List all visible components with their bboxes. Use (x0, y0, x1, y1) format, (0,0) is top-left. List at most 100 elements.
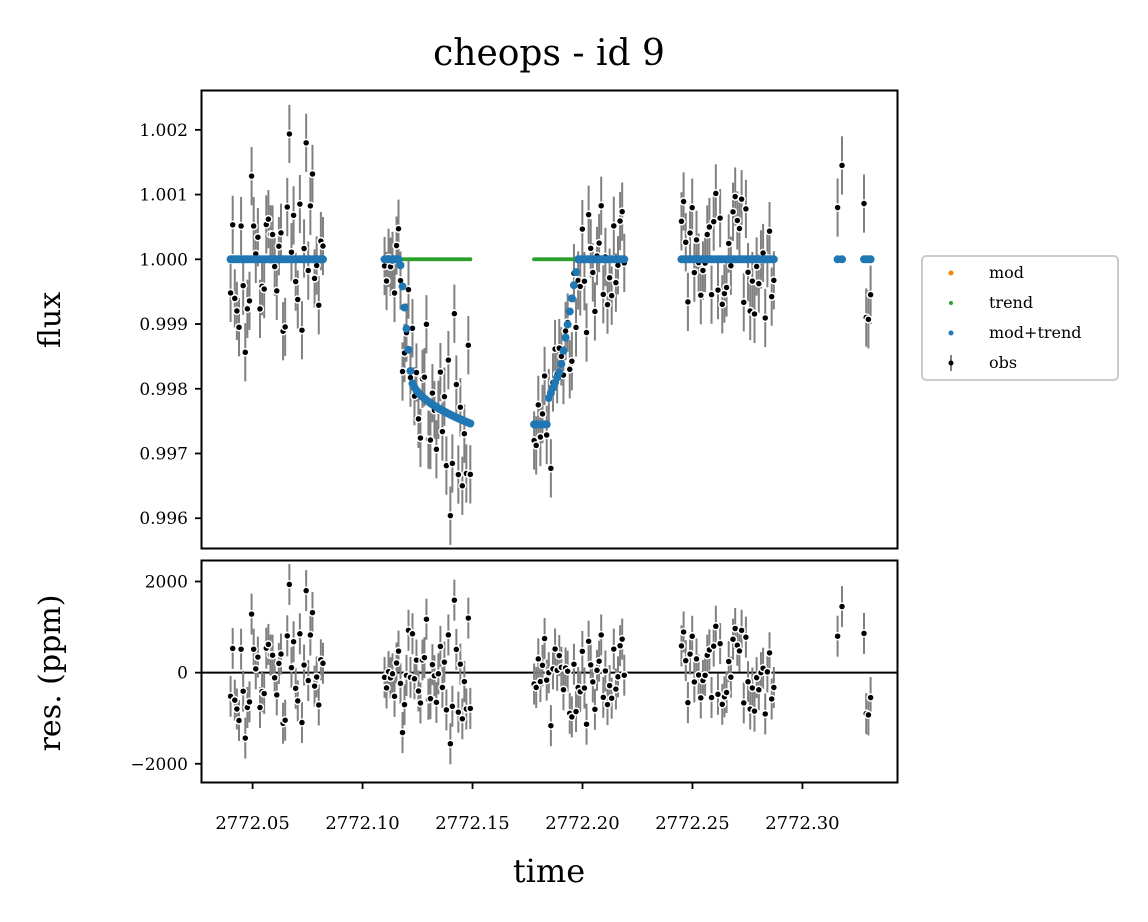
legend-marker-mod-trend (948, 330, 954, 336)
mod-trend-point (838, 255, 847, 264)
mod-trend-point (557, 359, 566, 368)
obs-point (398, 367, 407, 376)
residual-point (569, 659, 579, 669)
obs-point (715, 213, 725, 223)
obs-point (590, 307, 600, 316)
legend-box (921, 255, 1119, 381)
obs-point (534, 400, 543, 410)
obs-point (611, 278, 621, 287)
xtick-label: 2772.20 (545, 813, 619, 834)
obs-point (428, 388, 437, 398)
residual-point (715, 639, 725, 648)
residual-point (426, 694, 435, 703)
top-ytick-label: 0.998 (139, 380, 188, 400)
mod-trend-point (400, 303, 409, 312)
residual-point (398, 728, 407, 737)
residual-point (438, 683, 447, 692)
residual-point (436, 642, 445, 651)
residual-point (314, 700, 324, 710)
obs-point (698, 266, 708, 275)
obs-point (705, 222, 714, 232)
residual-point (291, 684, 300, 693)
obs-point (268, 230, 277, 239)
residual-point (864, 710, 873, 720)
residual-point (318, 659, 328, 668)
bottom-plot-area (202, 563, 897, 765)
residual-point (272, 690, 282, 700)
obs-point (722, 283, 731, 292)
residual-point (464, 613, 473, 623)
mod-trend-point (563, 320, 572, 329)
residual-point (312, 672, 321, 682)
obs-point (702, 230, 712, 239)
mod-trend-point (620, 255, 629, 264)
residual-point (728, 634, 738, 644)
mod-trend-point (561, 333, 570, 342)
top-ytick-label: 1.002 (139, 121, 188, 141)
obs-point (718, 300, 727, 309)
residual-point (696, 693, 706, 703)
residual-point (683, 698, 693, 707)
obs-point (711, 189, 721, 198)
obs-point (394, 224, 403, 233)
obs-point (422, 320, 431, 329)
obs-point (460, 429, 469, 438)
residual-point (308, 608, 317, 617)
residual-point (392, 658, 401, 668)
obs-point (605, 273, 614, 282)
obs-point (390, 288, 399, 298)
obs-point (743, 267, 753, 277)
residual-point (270, 673, 279, 682)
residual-point (833, 631, 842, 641)
obs-point (540, 371, 549, 381)
obs-point (318, 241, 328, 251)
top-ytick-label: 0.999 (139, 315, 188, 335)
residual-point (287, 663, 296, 672)
residual-point (432, 698, 441, 707)
obs-point (289, 211, 298, 220)
residual-point (268, 650, 277, 660)
obs-point (382, 276, 391, 286)
top-ytick-label: 0.996 (139, 509, 188, 529)
obs-point (245, 296, 254, 306)
obs-point (864, 315, 873, 324)
residual-point (563, 666, 572, 676)
residual-point (609, 644, 619, 654)
residual-point (276, 649, 286, 659)
residual-point (741, 632, 751, 642)
residual-point (264, 640, 273, 649)
obs-point (291, 277, 300, 286)
obs-point (580, 276, 589, 286)
residual-point (259, 689, 269, 698)
residual-point (285, 580, 294, 589)
residual-point (283, 631, 292, 641)
bottom-ytick-label: 0 (177, 664, 188, 684)
xtick-label: 2772.10 (325, 813, 399, 834)
obs-point (287, 247, 296, 257)
residual-point (620, 670, 629, 680)
top-plot-area (226, 104, 875, 545)
obs-point (274, 241, 284, 251)
obs-point (270, 262, 279, 271)
obs-point (538, 409, 547, 419)
residual-point (578, 647, 587, 656)
obs-point (226, 288, 235, 298)
top-panel: 0.996 0.997 0.998 0.999 1.000 1.001 1.002 flux (33, 89, 899, 550)
residual-point (718, 700, 727, 709)
residual-point (737, 626, 746, 635)
residual-point (410, 674, 419, 684)
obs-point (448, 459, 457, 468)
residual-point (685, 649, 695, 659)
top-ytick-label: 0.997 (139, 444, 188, 464)
mod-trend-point (866, 255, 875, 264)
bottom-xticks: 2772.05 2772.10 2772.15 2772.20 2772.25 2772.… (215, 782, 840, 834)
obs-point (571, 323, 581, 332)
residual-point (538, 661, 547, 670)
xtick-label: 2772.25 (655, 813, 729, 834)
residual-point (400, 700, 409, 709)
residual-point (396, 679, 405, 688)
residual-point (726, 672, 736, 682)
residual-point (760, 709, 770, 719)
residual-point (750, 706, 759, 716)
obs-point (454, 470, 463, 479)
